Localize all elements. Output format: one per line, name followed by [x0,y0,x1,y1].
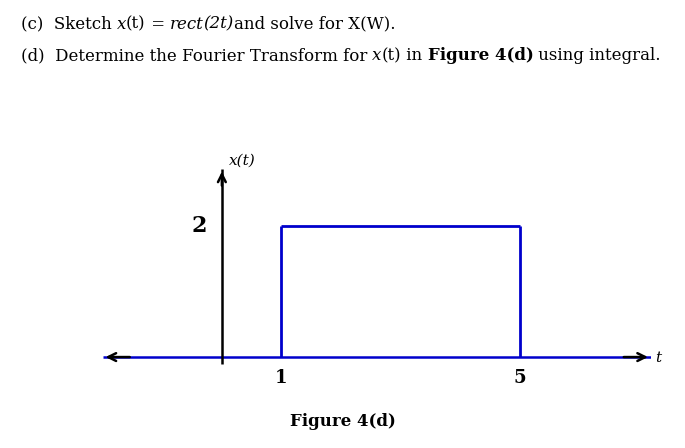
Text: x(t): x(t) [229,154,256,168]
Text: Figure 4(d): Figure 4(d) [427,47,534,64]
Text: t: t [656,351,662,366]
Text: =: = [145,16,170,33]
Text: 1: 1 [275,369,288,387]
Text: rect: rect [170,16,203,33]
Text: x: x [372,47,382,64]
Text: (d)  Determine the Fourier Transform for: (d) Determine the Fourier Transform for [21,47,372,64]
Text: (c)  Sketch: (c) Sketch [21,16,116,33]
Text: x: x [116,16,126,33]
Text: Figure 4(d): Figure 4(d) [290,413,395,430]
Text: and solve for X(W).: and solve for X(W). [234,16,395,33]
Text: in: in [401,47,427,64]
Text: (t): (t) [382,47,401,64]
Text: (t): (t) [126,16,145,33]
Text: (2t): (2t) [203,16,234,33]
Text: 5: 5 [513,369,526,387]
Text: 2: 2 [192,215,207,237]
Text: using integral.: using integral. [534,47,661,64]
